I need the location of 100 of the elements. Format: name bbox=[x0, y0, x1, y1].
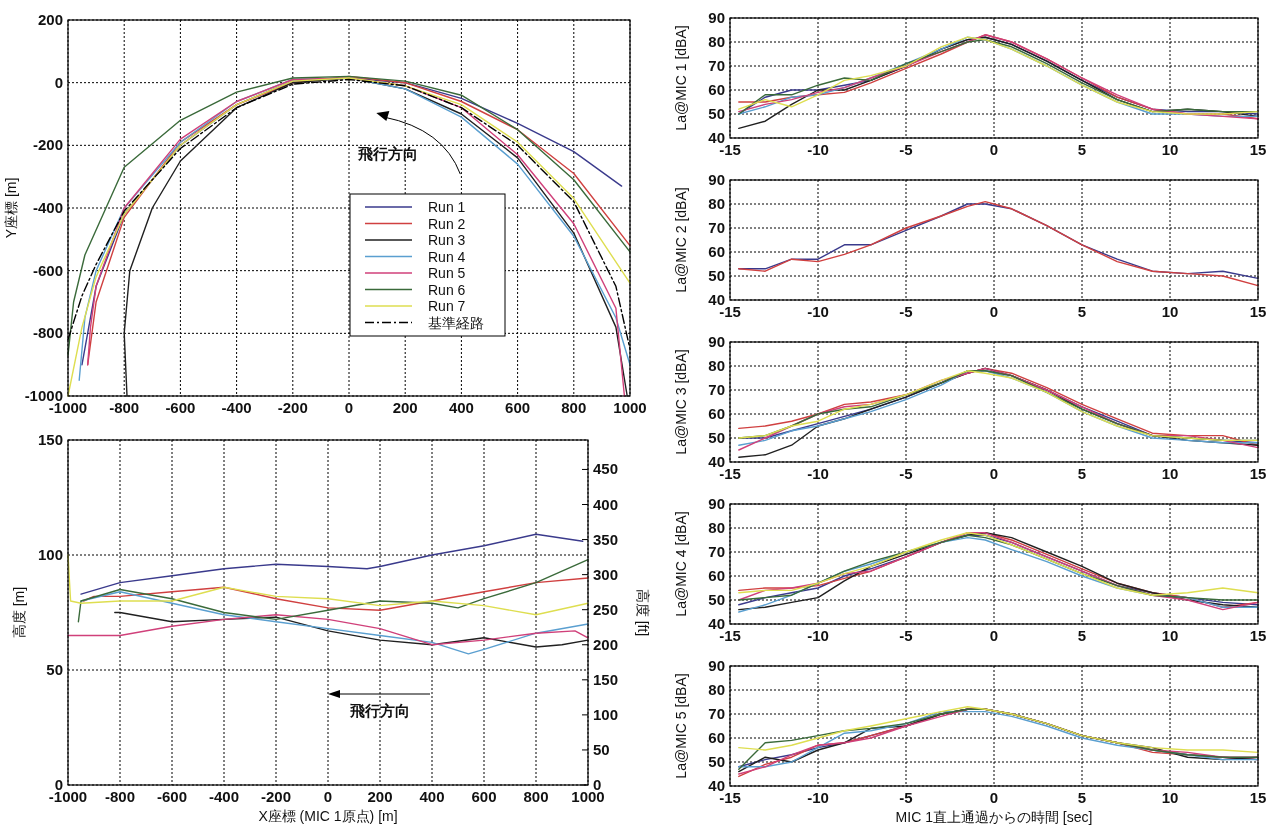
x-tick-label: 1000 bbox=[613, 399, 647, 416]
y-tick-label: 90 bbox=[708, 495, 725, 512]
x-tick-label: 10 bbox=[1161, 627, 1179, 644]
y2-axis-title: 高度 [ft] bbox=[635, 588, 651, 637]
x-tick-label: -10 bbox=[807, 141, 829, 158]
x-tick-label: 600 bbox=[471, 788, 497, 805]
x-tick-label: 10 bbox=[1161, 141, 1179, 158]
x-tick-label: 800 bbox=[561, 399, 587, 416]
x-tick-label: 200 bbox=[367, 788, 393, 805]
y-tick-label: 90 bbox=[708, 171, 725, 188]
x-tick-label: 15 bbox=[1249, 627, 1267, 644]
x-tick-label: 0 bbox=[989, 465, 999, 482]
y-tick-label: 80 bbox=[708, 33, 725, 50]
y-axis-title: La@MIC 3 [dBA] bbox=[673, 349, 689, 455]
x-tick-label: 600 bbox=[505, 399, 531, 416]
x-tick-label: 400 bbox=[448, 399, 474, 416]
y-tick-label: 70 bbox=[708, 381, 725, 398]
y-tick-label: 40 bbox=[708, 291, 725, 308]
y-tick-label: 60 bbox=[708, 729, 725, 746]
y-tick-label: 80 bbox=[708, 195, 725, 212]
y-tick-label: 40 bbox=[708, 453, 725, 470]
x-tick-label: -5 bbox=[899, 627, 913, 644]
x-tick-label: -200 bbox=[277, 399, 308, 416]
x-tick-label: 800 bbox=[523, 788, 549, 805]
x-tick-label: 15 bbox=[1249, 303, 1267, 320]
x-tick-label: 10 bbox=[1161, 465, 1179, 482]
legend-label: Run 3 bbox=[428, 232, 466, 248]
x-tick-label: -800 bbox=[104, 788, 136, 805]
annotation: 飛行方向 bbox=[357, 145, 419, 163]
y-tick-label: 90 bbox=[708, 657, 725, 674]
y-tick-label: 70 bbox=[708, 57, 725, 74]
x-tick-label: -600 bbox=[156, 788, 188, 805]
x-tick-label: 200 bbox=[392, 399, 418, 416]
x-tick-label: -400 bbox=[221, 399, 252, 416]
legend-label: Run 1 bbox=[428, 199, 466, 215]
x-tick-label: -800 bbox=[109, 399, 140, 416]
y-tick-label: 80 bbox=[708, 519, 725, 536]
legend-label: Run 5 bbox=[428, 265, 466, 281]
y-tick-label: 50 bbox=[708, 429, 725, 446]
x-tick-label: 5 bbox=[1077, 141, 1087, 158]
y-tick-label: 50 bbox=[708, 267, 725, 284]
y-tick-label: -400 bbox=[32, 199, 63, 216]
x-tick-label: -10 bbox=[807, 789, 829, 806]
x-tick-label: 10 bbox=[1161, 789, 1179, 806]
y-tick-label: 0 bbox=[54, 776, 63, 793]
y2-tick-label: 300 bbox=[593, 565, 619, 583]
y-axis-title: La@MIC 5 [dBA] bbox=[673, 673, 689, 779]
y-tick-label: 60 bbox=[708, 567, 725, 584]
y-tick-label: 100 bbox=[37, 546, 63, 563]
y-tick-label: 150 bbox=[37, 431, 63, 448]
x-tick-label: -5 bbox=[899, 303, 913, 320]
y2-tick-label: 350 bbox=[593, 530, 619, 548]
y-axis-title: Y座標 [m] bbox=[3, 177, 19, 239]
y2-tick-label: 0 bbox=[593, 776, 602, 793]
y-tick-label: 60 bbox=[708, 81, 725, 98]
annotation: 飛行方向 bbox=[349, 702, 410, 719]
x-tick-label: 0 bbox=[989, 141, 999, 158]
y-tick-label: -600 bbox=[32, 261, 63, 279]
legend-label: Run 4 bbox=[428, 248, 466, 265]
x-tick-label: -5 bbox=[899, 465, 913, 482]
legend-label: Run 6 bbox=[428, 281, 466, 298]
x-tick-label: 0 bbox=[989, 627, 999, 644]
x-axis-title: MIC 1直上通過からの時間 [sec] bbox=[895, 809, 1093, 825]
y2-tick-label: 450 bbox=[593, 460, 619, 478]
y-tick-label: -1000 bbox=[24, 387, 63, 404]
y-axis-title: La@MIC 2 [dBA] bbox=[673, 187, 689, 293]
x-tick-label: 15 bbox=[1249, 789, 1267, 806]
y-tick-label: 50 bbox=[708, 591, 725, 608]
x-tick-label: 15 bbox=[1249, 141, 1267, 158]
x-tick-label: 5 bbox=[1077, 303, 1087, 320]
y-tick-label: 60 bbox=[708, 243, 725, 260]
x-tick-label: -5 bbox=[899, 141, 913, 158]
x-tick-label: -600 bbox=[165, 399, 196, 416]
x-tick-label: 15 bbox=[1249, 465, 1267, 482]
x-tick-label: 0 bbox=[989, 303, 999, 320]
y-tick-label: 50 bbox=[708, 105, 725, 122]
y-tick-label: 200 bbox=[37, 11, 63, 28]
y-tick-label: 70 bbox=[708, 705, 725, 722]
y-axis-title: La@MIC 1 [dBA] bbox=[673, 25, 689, 131]
y-tick-label: -800 bbox=[32, 324, 63, 342]
y2-tick-label: 50 bbox=[593, 740, 610, 758]
x-axis-title: X座標 (MIC 1原点) [m] bbox=[258, 808, 398, 824]
y-tick-label: 80 bbox=[708, 681, 725, 698]
y-tick-label: 60 bbox=[708, 405, 725, 422]
x-tick-label: 5 bbox=[1077, 627, 1087, 644]
y-tick-label: 0 bbox=[54, 73, 63, 91]
y-tick-label: 50 bbox=[708, 753, 725, 770]
x-tick-label: 5 bbox=[1077, 789, 1087, 806]
x-tick-label: 400 bbox=[419, 788, 445, 805]
y-tick-label: 50 bbox=[46, 661, 63, 678]
y-tick-label: 40 bbox=[708, 777, 725, 794]
y-tick-label: 40 bbox=[708, 615, 725, 632]
x-tick-label: -10 bbox=[807, 465, 829, 482]
x-tick-label: -400 bbox=[208, 788, 240, 805]
legend-label: Run 7 bbox=[428, 298, 466, 314]
y-tick-label: 90 bbox=[708, 9, 725, 26]
y2-tick-label: 150 bbox=[593, 670, 619, 688]
x-tick-label: 0 bbox=[344, 399, 354, 416]
y-axis-title: 高度 [m] bbox=[11, 586, 27, 639]
y-tick-label: 90 bbox=[708, 333, 725, 350]
